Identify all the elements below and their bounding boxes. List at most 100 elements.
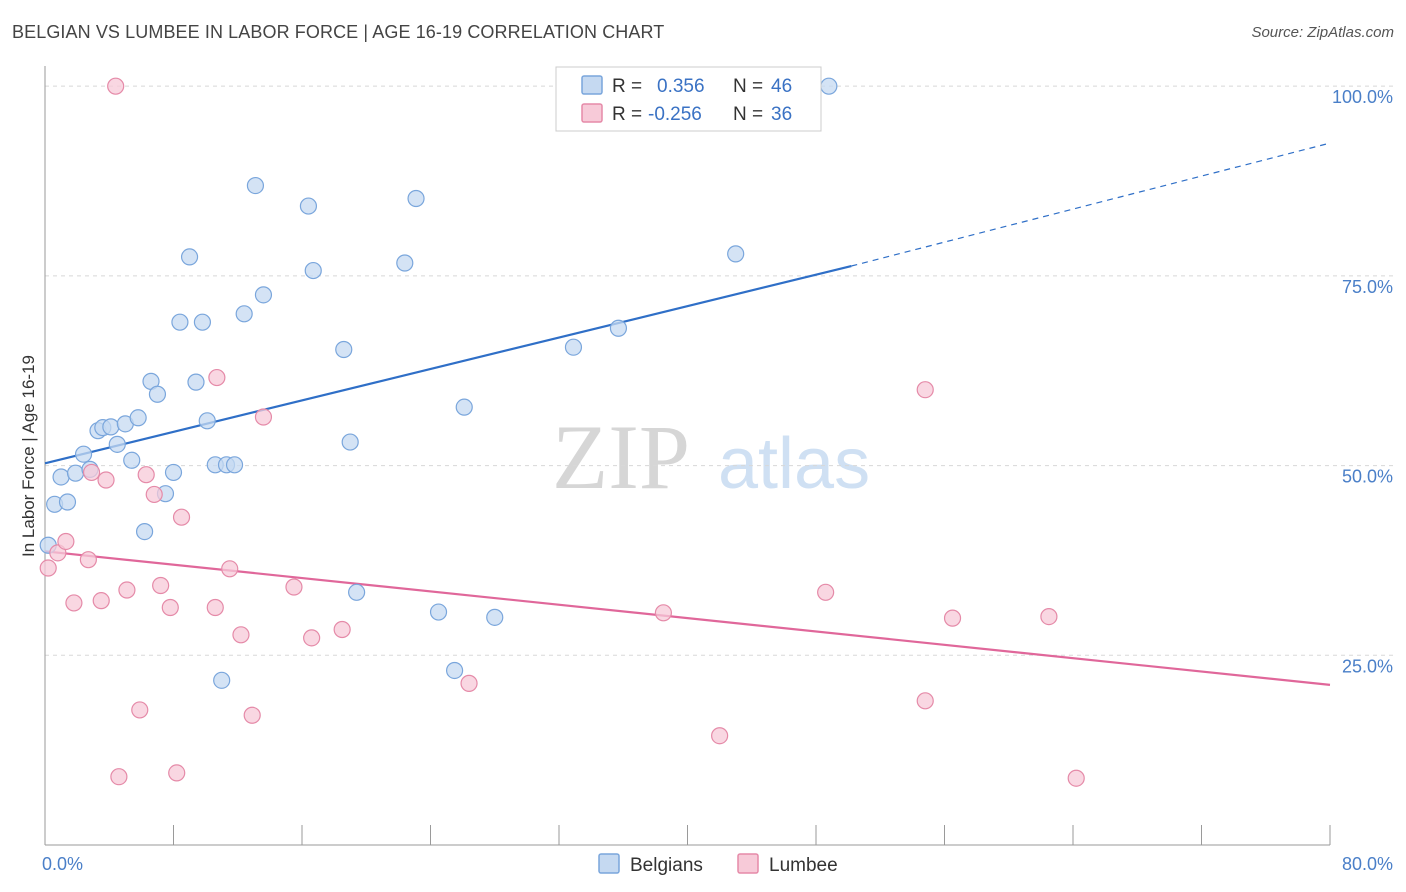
- belgians-point-42: [564, 338, 583, 356]
- legend-n-value-2: 36: [771, 104, 792, 125]
- legend-swatch-belgians-bottom: [598, 853, 620, 874]
- trend-lines: [44, 142, 1331, 686]
- belgians-point-32: [304, 261, 322, 280]
- lumbee-point-16: [168, 764, 186, 782]
- legend-swatch-lumbee: [581, 103, 603, 123]
- lumbee-point-35: [1067, 769, 1085, 787]
- chart-title: BELGIAN VS LUMBEE IN LABOR FORCE | AGE 1…: [12, 22, 665, 42]
- y-tick-label-2: 75.0%: [1342, 277, 1393, 297]
- legend-swatch-lumbee-bottom: [737, 853, 759, 874]
- belgians-trend-line: [44, 264, 852, 465]
- legend-n-value-1: 46: [771, 76, 792, 97]
- lumbee-trend-line: [44, 550, 1331, 686]
- belgians-point-28: [235, 305, 253, 323]
- legend-swatch-belgians: [581, 75, 603, 95]
- lumbee-point-5: [82, 463, 101, 482]
- lumbee-point-7: [97, 471, 115, 489]
- belgians-point-41: [486, 608, 504, 626]
- tick-labels: 25.0% 50.0% 75.0% 100.0% 0.0% 80.0%: [42, 87, 1393, 874]
- belgians-point-29: [246, 176, 265, 195]
- lumbee-point-31: [916, 381, 934, 399]
- belgians-point-2: [52, 468, 70, 486]
- legend-label-belgians: Belgians: [630, 855, 703, 876]
- belgians-point-45: [820, 77, 838, 95]
- y-tick-label-0: 25.0%: [1342, 656, 1393, 676]
- x-tick-label-1: 80.0%: [1342, 854, 1393, 874]
- belgians-point-10: [108, 435, 126, 453]
- lumbee-point-24: [285, 578, 303, 596]
- lumbee-point-8: [107, 77, 125, 95]
- belgians-point-23: [198, 412, 216, 430]
- lumbee-point-13: [145, 485, 163, 504]
- x-tick-label-0: 0.0%: [42, 854, 83, 874]
- lumbee-point-18: [206, 598, 224, 617]
- belgians-point-43: [609, 319, 628, 337]
- belgians-point-14: [135, 523, 154, 541]
- lumbee-point-19: [208, 368, 226, 387]
- belgians-point-4: [66, 464, 85, 482]
- y-tick-label-1: 50.0%: [1342, 467, 1393, 487]
- belgians-point-36: [396, 254, 414, 272]
- belgians-point-30: [254, 286, 273, 304]
- lumbee-point-33: [943, 609, 962, 627]
- legend-n-label-2: N =: [733, 104, 763, 125]
- belgians-point-18: [164, 463, 183, 482]
- lumbee-point-17: [172, 508, 191, 526]
- belgians-point-22: [193, 313, 212, 331]
- legend-label-lumbee: Lumbee: [769, 855, 838, 876]
- watermark: ZIP atlas: [552, 406, 870, 508]
- lumbee-point-14: [152, 576, 170, 595]
- lumbee-point-9: [110, 768, 128, 786]
- y-axis-title: In Labor Force | Age 16-19: [19, 355, 38, 557]
- lumbee-point-6: [92, 592, 110, 610]
- lumbee-point-11: [131, 701, 149, 719]
- legend-r-value-1: 0.356: [657, 76, 705, 97]
- lumbee-point-3: [65, 594, 83, 612]
- legend-r-value-2: -0.256: [648, 104, 702, 125]
- lumbee-point-21: [232, 626, 250, 644]
- correlation-legend: R = 0.356 N = 46 R = -0.256 N = 36: [555, 66, 822, 132]
- belgians-point-21: [187, 373, 205, 391]
- lumbee-point-2: [57, 532, 75, 551]
- legend-r-label-1: R =: [612, 76, 642, 97]
- belgians-point-12: [123, 451, 141, 469]
- data-points: [39, 77, 1085, 787]
- belgians-point-35: [348, 583, 366, 601]
- watermark-atlas: atlas: [718, 424, 870, 504]
- belgians-point-3: [58, 493, 77, 511]
- belgians-point-20: [180, 248, 199, 266]
- belgians-point-27: [225, 456, 244, 474]
- belgians-point-44: [727, 245, 745, 263]
- belgians-point-37: [407, 189, 425, 208]
- lumbee-point-26: [333, 620, 351, 639]
- belgians-point-40: [455, 398, 473, 416]
- legend-r-label-2: R =: [612, 104, 642, 125]
- belgians-point-33: [335, 340, 353, 359]
- lumbee-point-23: [254, 408, 273, 426]
- belgians-trend-extension: [851, 142, 1331, 267]
- lumbee-point-0: [39, 559, 57, 577]
- lumbee-point-34: [1040, 607, 1058, 626]
- lumbee-point-12: [137, 466, 155, 484]
- belgians-point-39: [445, 661, 464, 680]
- belgians-point-34: [341, 433, 359, 451]
- belgians-point-9: [102, 418, 120, 436]
- lumbee-point-28: [654, 604, 673, 622]
- belgians-point-31: [299, 197, 318, 215]
- lumbee-point-32: [916, 692, 934, 710]
- y-tick-label-3: 100.0%: [1332, 87, 1393, 107]
- grid-lines: [45, 85, 1395, 656]
- lumbee-point-20: [221, 560, 239, 578]
- belgians-point-5: [74, 445, 93, 463]
- lumbee-point-25: [303, 629, 321, 647]
- belgians-point-38: [429, 603, 448, 621]
- belgians-point-13: [129, 409, 147, 427]
- legend-n-label-1: N =: [733, 76, 763, 97]
- series-legend: Belgians Lumbee: [598, 853, 838, 876]
- watermark-zip: ZIP: [552, 406, 690, 508]
- source-label: Source: ZipAtlas.com: [1251, 24, 1394, 41]
- lumbee-point-30: [817, 583, 835, 601]
- lumbee-point-4: [79, 551, 97, 569]
- lumbee-point-29: [711, 727, 729, 745]
